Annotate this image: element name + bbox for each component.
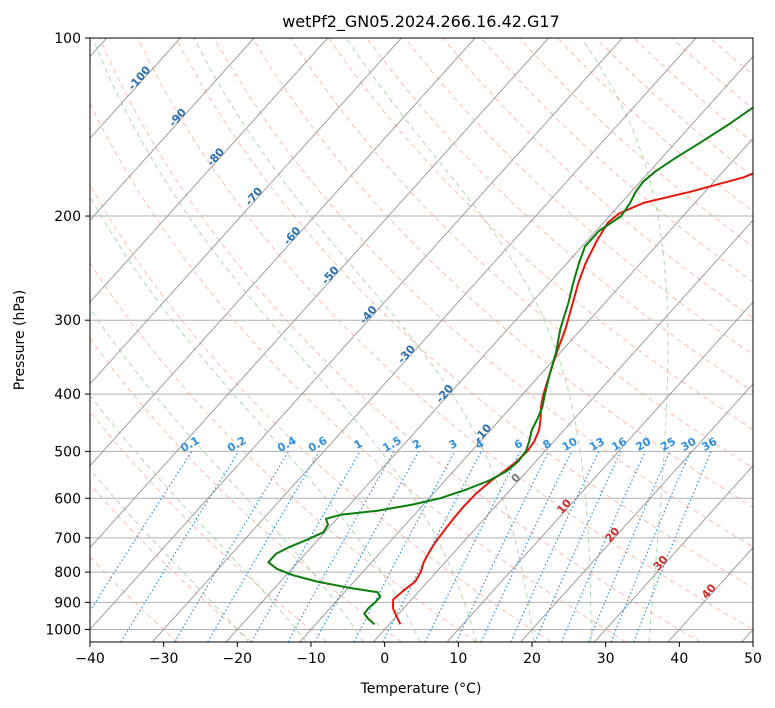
dry-adiabat (251, 38, 753, 508)
x-tick-label: 30 (597, 651, 615, 667)
dry-adiabat (90, 102, 626, 642)
moist-adiabat (345, 38, 592, 642)
dry-adiabat (99, 38, 701, 642)
y-tick-label: 300 (54, 313, 81, 329)
isotherm (446, 301, 753, 642)
temperature-profile (391, 172, 753, 625)
x-tick-label: 10 (449, 651, 467, 667)
mixing-ratio-line (120, 451, 240, 642)
x-tick-label: 50 (744, 651, 762, 667)
dry-adiabat (289, 38, 753, 469)
isotherm (90, 38, 329, 303)
y-tick-label: 100 (54, 31, 81, 47)
mixing-ratio-line (287, 451, 395, 642)
mixing-ratio-lines (90, 451, 712, 642)
moist-adiabat (90, 394, 307, 642)
mixing-ratio-line (633, 451, 712, 642)
dry-adiabat (213, 38, 753, 548)
x-tick-label: −20 (223, 651, 253, 667)
mixing-ratio-line (588, 451, 671, 642)
isotherm (373, 219, 753, 642)
x-tick-label: 40 (670, 651, 688, 667)
dewpoint-profile (267, 106, 753, 626)
pressure-gridlines (90, 38, 753, 630)
x-tick-label: −40 (75, 651, 105, 667)
y-tick-label: 400 (54, 387, 81, 403)
dry-adiabat (90, 483, 253, 642)
dry-adiabat (90, 262, 477, 642)
moist-adiabat (90, 307, 364, 642)
dry-adiabat (175, 38, 753, 589)
isotherm (594, 465, 753, 642)
y-axis-label: Pressure (hPa) (12, 290, 28, 390)
moist-adiabat (193, 38, 535, 642)
chart-title: wetPf2_GN05.2024.266.16.42.G17 (282, 12, 560, 32)
mixing-ratio-line (534, 451, 622, 642)
y-tick-label: 700 (54, 531, 81, 547)
dry-adiabat (404, 38, 753, 356)
mixing-ratio-line (250, 451, 361, 642)
mixing-ratio-line (90, 451, 193, 613)
sounding-series (267, 106, 753, 626)
mixing-ratio-line (560, 451, 646, 642)
y-tick-label: 200 (54, 209, 81, 225)
isotherm (225, 55, 753, 642)
isotherm (152, 38, 697, 642)
x-tick-label: −10 (296, 651, 326, 667)
moist-adiabat (90, 195, 421, 642)
moist-adiabats (90, 38, 669, 642)
y-axis-ticks: 100 200 300 400 500 600 700 800 900 1000 (45, 31, 90, 638)
isotherm (90, 38, 550, 549)
isotherms (90, 38, 753, 642)
x-axis-ticks: −40 −30 −20 −10 0 10 20 30 40 50 (75, 642, 762, 667)
isotherm (520, 383, 753, 642)
y-tick-label: 500 (54, 444, 81, 460)
mixing-ratio-line (314, 451, 420, 642)
isotherm (90, 38, 255, 221)
isotherm (90, 38, 476, 467)
moist-adiabat (581, 38, 669, 642)
mixing-ratio-line (424, 451, 521, 642)
plot-frame (89, 37, 754, 643)
dry-adiabat (137, 38, 753, 631)
dry-adiabat (90, 184, 552, 642)
y-tick-label: 900 (54, 595, 81, 611)
x-axis-label: Temperature (°C) (360, 681, 482, 697)
isotherm (90, 38, 623, 631)
x-tick-label: 0 (380, 651, 389, 667)
moist-adiabat (90, 468, 250, 642)
x-tick-label: 20 (523, 651, 541, 667)
x-tick-label: −30 (149, 651, 179, 667)
y-tick-label: 1000 (45, 622, 81, 638)
mixing-ratio-line (610, 451, 691, 642)
y-tick-label: 600 (54, 491, 81, 507)
isotherm (90, 38, 402, 385)
y-tick-label: 800 (54, 565, 81, 581)
